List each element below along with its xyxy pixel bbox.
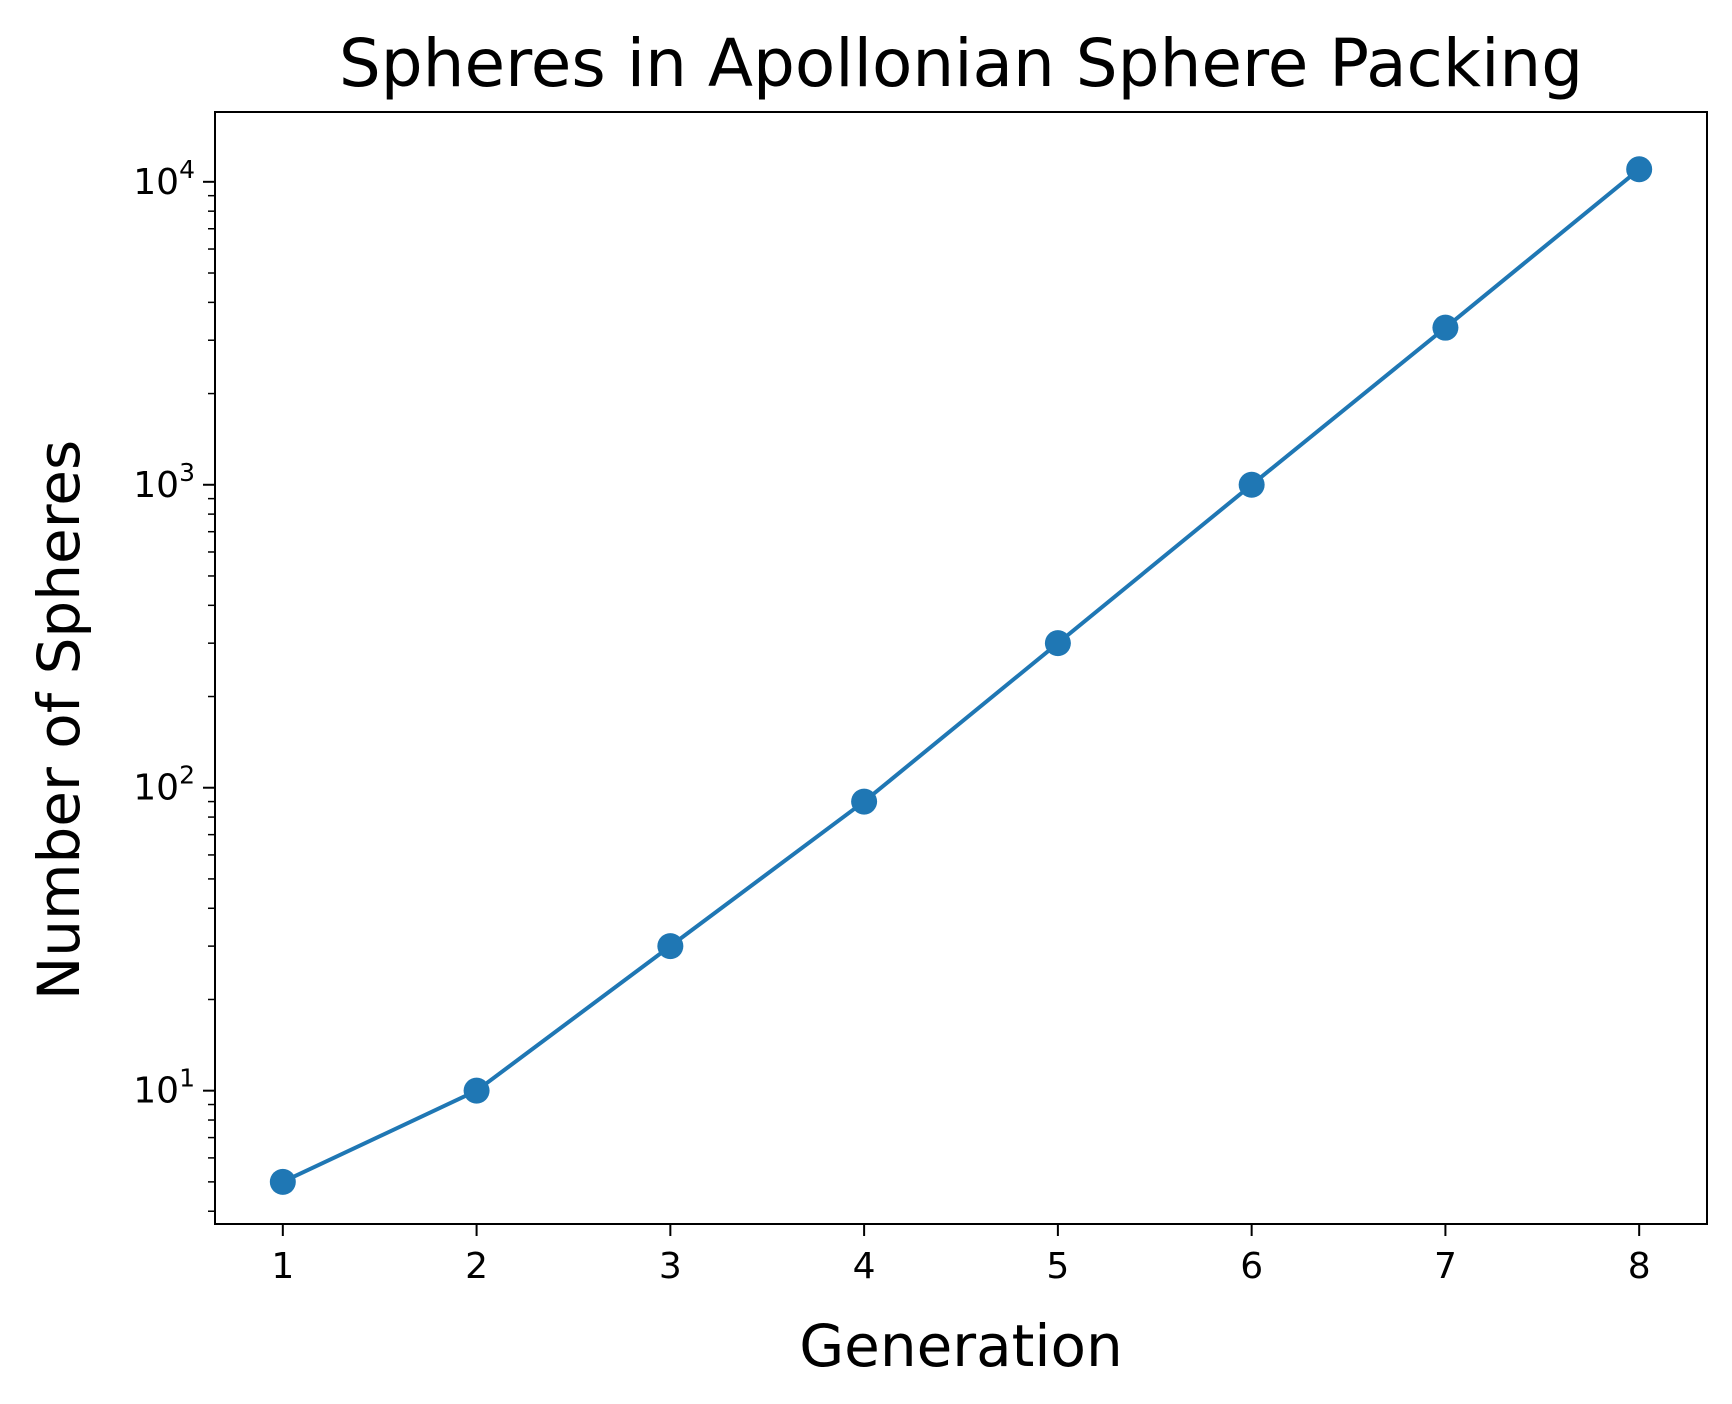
x-tick-label: 8 <box>1628 1246 1651 1287</box>
y-tick-label: 102 <box>133 761 195 809</box>
y-axis-label: Number of Spheres <box>25 440 93 1000</box>
data-point <box>657 933 684 960</box>
y-ticks: 101 102 103 104 <box>133 155 215 1112</box>
data-point <box>1432 314 1459 341</box>
x-tick-label: 5 <box>1046 1246 1069 1287</box>
x-tick-label: 6 <box>1240 1246 1263 1287</box>
chart-title: Spheres in Apollonian Sphere Packing <box>339 25 1583 102</box>
y-tick-label: 104 <box>133 155 195 203</box>
y-minor-ticks <box>208 194 215 1212</box>
data-point <box>1044 630 1071 657</box>
y-tick-label: 101 <box>133 1064 195 1112</box>
data-point <box>1626 156 1653 183</box>
x-tick-label: 2 <box>465 1246 488 1287</box>
data-point <box>269 1168 296 1195</box>
x-tick-label: 7 <box>1434 1246 1457 1287</box>
axes-frame <box>214 111 1708 1225</box>
x-ticks: 1 2 3 4 5 6 7 8 <box>271 1224 1651 1287</box>
x-tick-label: 4 <box>853 1246 876 1287</box>
data-point <box>1238 471 1265 498</box>
x-axis-label: Generation <box>799 1312 1123 1380</box>
data-point <box>851 788 878 815</box>
x-tick-label: 1 <box>271 1246 294 1287</box>
y-tick-label: 103 <box>133 458 195 506</box>
plot-area <box>269 156 1653 1195</box>
x-tick-label: 3 <box>659 1246 682 1287</box>
series-line <box>281 167 1641 1184</box>
data-point <box>463 1077 490 1104</box>
